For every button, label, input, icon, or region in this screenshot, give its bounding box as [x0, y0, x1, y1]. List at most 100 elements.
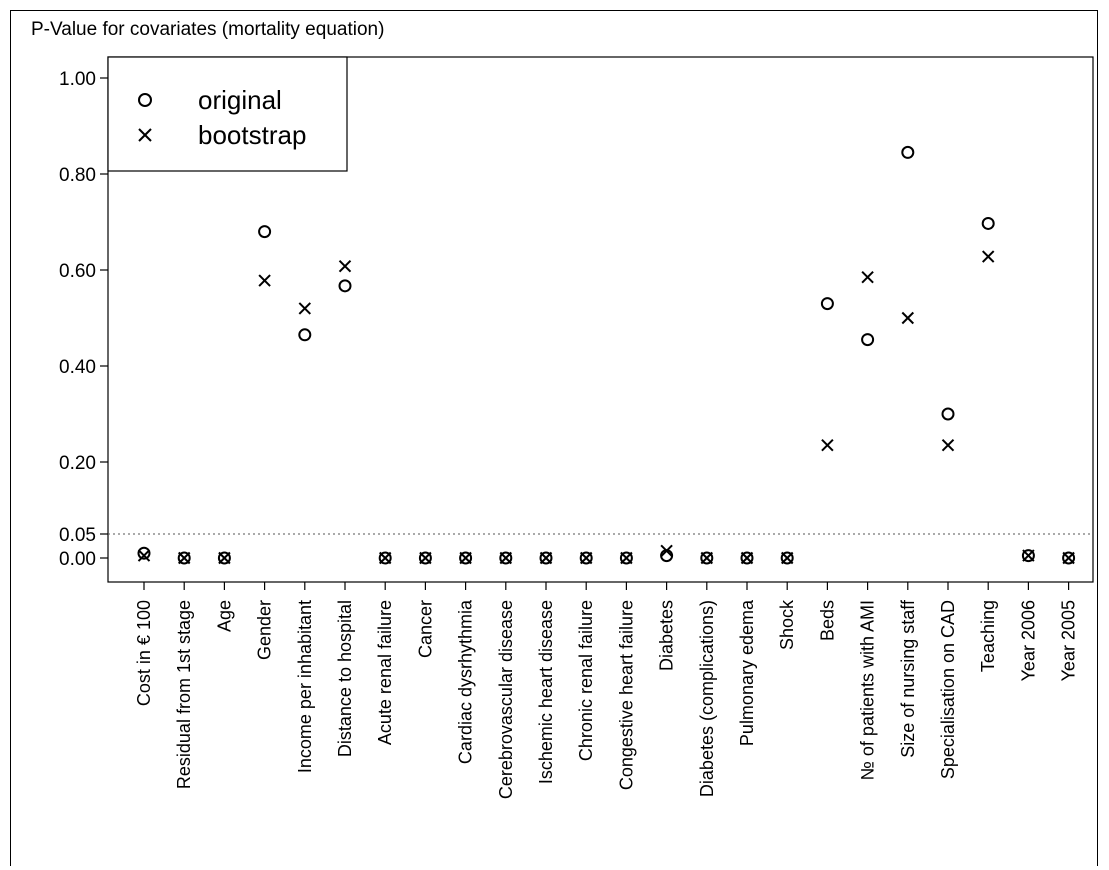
x-tick-label: Ischemic heart disease — [536, 600, 556, 784]
point-bootstrap-stroke — [740, 551, 754, 565]
point-bootstrap-stroke — [700, 551, 714, 565]
point-original — [137, 546, 151, 560]
x-tick-label: Specialisation on CAD — [938, 600, 958, 779]
x-tick-label: Acute renal failure — [375, 600, 395, 745]
point-original — [861, 333, 875, 347]
point-original — [258, 225, 272, 239]
point-original — [740, 551, 754, 565]
legend-label: bootstrap — [198, 120, 306, 150]
y-tick-label: 1.00 — [59, 69, 96, 90]
point-bootstrap — [620, 551, 633, 565]
data-points — [137, 145, 1076, 565]
legend-box — [107, 56, 348, 172]
point-bootstrap — [298, 302, 312, 315]
point-bootstrap — [579, 551, 593, 565]
point-bootstrap-stroke — [620, 551, 633, 565]
point-bootstrap — [740, 551, 754, 565]
point-bootstrap — [499, 551, 513, 565]
legend-label: original — [198, 85, 282, 115]
plot-area — [107, 56, 1094, 583]
point-bootstrap-stroke — [419, 551, 432, 565]
x-tick-label: Year 2005 — [1059, 600, 1079, 681]
point-bootstrap — [137, 549, 151, 562]
point-bootstrap — [177, 551, 191, 565]
point-bootstrap-stroke — [338, 259, 352, 273]
point-original — [941, 407, 955, 421]
x-tick-label: Size of nursing staff — [898, 599, 918, 758]
point-original — [378, 551, 392, 565]
point-original — [619, 551, 633, 565]
legend-marker-stroke — [138, 128, 152, 142]
point-bootstrap — [660, 544, 673, 558]
legend-marker-original — [138, 93, 152, 107]
x-tick-label: Beds — [817, 600, 837, 641]
y-axis: 0.00 0.05 0.20 0.40 0.60 0.80 1.00 — [59, 69, 108, 570]
x-tick-label: Age — [214, 600, 234, 632]
point-bootstrap-stroke — [218, 551, 231, 565]
point-bootstrap — [700, 551, 714, 565]
point-bootstrap — [901, 311, 915, 325]
point-original — [298, 328, 312, 342]
x-tick-label: Distance to hospital — [335, 600, 355, 757]
point-bootstrap-stroke — [459, 551, 472, 565]
point-bootstrap — [218, 551, 231, 565]
x-axis: Cost in € 100 Residual from 1st stage Age G… — [134, 582, 1079, 799]
y-tick-label: 0.60 — [59, 261, 96, 282]
point-bootstrap-stroke — [298, 302, 312, 315]
y-tick-label: 0.20 — [59, 453, 96, 474]
x-tick-label: Cardiac dysrhythmia — [456, 599, 476, 764]
x-tick-label: Congestive heart failure — [616, 600, 636, 790]
point-original — [901, 145, 915, 159]
point-bootstrap — [378, 551, 392, 565]
point-original — [499, 551, 513, 565]
x-tick-label: Chronic renal failure — [576, 600, 596, 761]
x-tick-label: Income per inhabitant — [295, 600, 315, 773]
point-bootstrap-stroke — [1062, 551, 1075, 565]
point-bootstrap — [861, 270, 874, 284]
point-bootstrap-stroke — [539, 551, 553, 565]
point-original — [1062, 551, 1076, 565]
x-tick-label: Pulmonary edema — [737, 599, 757, 746]
point-bootstrap-stroke — [861, 270, 874, 284]
point-bootstrap-stroke — [660, 544, 673, 558]
point-bootstrap — [419, 551, 432, 565]
point-bootstrap — [539, 551, 553, 565]
y-tick-label: 0.00 — [59, 549, 96, 570]
x-tick-label: Teaching — [978, 600, 998, 672]
chart-title: P-Value for covariates (mortality equati… — [31, 19, 385, 40]
point-original — [700, 551, 714, 565]
point-bootstrap — [1022, 549, 1035, 562]
x-tick-label: Cerebrovascular disease — [496, 600, 516, 799]
point-bootstrap-stroke — [258, 274, 271, 287]
point-bootstrap-stroke — [137, 549, 151, 562]
point-bootstrap-stroke — [499, 551, 513, 565]
point-original — [780, 551, 794, 565]
point-bootstrap-stroke — [780, 551, 794, 565]
point-original — [981, 216, 995, 230]
point-bootstrap-stroke — [941, 438, 955, 452]
point-bootstrap — [338, 259, 352, 273]
x-tick-label: Gender — [255, 600, 275, 660]
legend: original bootstrap — [107, 56, 348, 172]
point-original — [459, 551, 473, 565]
point-bootstrap — [780, 551, 794, 565]
point-bootstrap-stroke — [901, 311, 915, 325]
x-tick-label: № of patients with AMI — [858, 600, 878, 780]
point-bootstrap-stroke — [1022, 549, 1035, 562]
x-tick-label: Cancer — [415, 600, 435, 658]
point-original — [177, 551, 191, 565]
point-bootstrap — [821, 438, 834, 452]
x-tick-label: Diabetes (complications) — [697, 600, 717, 797]
point-bootstrap-stroke — [177, 551, 191, 565]
point-original — [820, 297, 834, 311]
point-original — [418, 551, 432, 565]
point-bootstrap-stroke — [981, 250, 995, 263]
point-bootstrap-stroke — [378, 551, 392, 565]
point-bootstrap-stroke — [579, 551, 593, 565]
y-tick-label: 0.05 — [59, 525, 96, 546]
x-tick-label: Diabetes — [657, 600, 677, 671]
point-bootstrap — [459, 551, 472, 565]
x-tick-label: Residual from 1st stage — [174, 600, 194, 789]
x-tick-label: Shock — [777, 599, 797, 650]
